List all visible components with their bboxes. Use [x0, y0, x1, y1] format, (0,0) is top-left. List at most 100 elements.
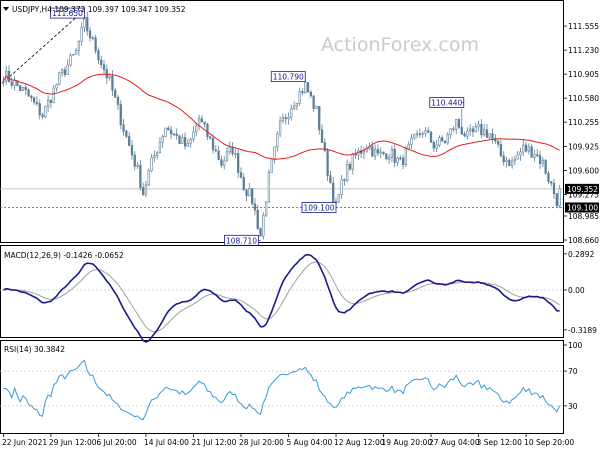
candle-body: [306, 82, 310, 93]
candle-body: [346, 164, 349, 181]
macd-signal-line: [3, 261, 560, 333]
price-tick-label: 111.230: [568, 46, 599, 55]
candle-body: [379, 151, 382, 154]
candle-body: [175, 133, 178, 137]
candle-body: [446, 134, 449, 144]
candle-body: [435, 144, 438, 149]
candle-body: [189, 138, 192, 144]
candle-body: [301, 91, 304, 94]
candle-body: [228, 146, 231, 153]
candle-body: [385, 153, 388, 160]
candle-body: [262, 214, 265, 237]
candle-body: [555, 193, 558, 207]
candle-body: [550, 181, 553, 184]
candle-body: [276, 133, 279, 148]
candle-body: [211, 137, 215, 151]
candle-body: [172, 133, 176, 136]
candle-body: [74, 50, 78, 55]
candle-body: [429, 131, 433, 143]
candle-body: [415, 133, 419, 136]
candle-body: [362, 150, 366, 154]
x-tick-label: 14 Jul 04:00: [144, 438, 189, 447]
candle-body: [192, 131, 195, 140]
candle-body: [259, 228, 262, 237]
candle-body: [10, 81, 13, 86]
candle-body: [161, 136, 164, 143]
macd-panel-frame: [0, 245, 564, 338]
macd-tick-label: 0.00: [568, 286, 585, 295]
candle-body: [348, 164, 352, 170]
candle-body: [100, 59, 103, 65]
candle-body: [469, 128, 472, 132]
candle-body: [457, 119, 461, 128]
price-tag: [565, 183, 599, 194]
candle-body: [128, 136, 131, 146]
price-tag-label: 109.352: [567, 185, 598, 194]
candle-body: [30, 95, 33, 99]
candle-body: [281, 117, 285, 122]
candle-body: [144, 184, 148, 195]
candle-body: [119, 104, 122, 125]
candle-body: [155, 152, 159, 156]
candle-body: [351, 153, 354, 170]
candle-body: [153, 155, 156, 158]
macd-line: [3, 253, 560, 343]
candle-body: [505, 159, 508, 163]
candle-body: [114, 90, 117, 98]
candle-body: [508, 159, 511, 167]
candle-body: [220, 159, 223, 166]
candle-body: [494, 138, 497, 142]
candle-body: [544, 159, 547, 174]
candle-body: [312, 95, 315, 109]
candle-body: [38, 103, 41, 116]
candle-body: [533, 154, 536, 158]
dropdown-triangle-icon[interactable]: [3, 7, 9, 11]
candle-body: [323, 142, 326, 151]
candle-body: [491, 133, 494, 139]
macd-title: MACD(12,26,9) -0.1426 -0.0652: [4, 251, 124, 260]
candle-body: [63, 69, 67, 75]
candle-body: [516, 154, 519, 160]
candle-body: [284, 117, 287, 120]
price-annotation-label: 109.100: [303, 203, 334, 212]
x-tick-label: 3 Sep 12:00: [477, 438, 523, 447]
candle-body: [139, 164, 142, 188]
candle-body: [513, 158, 517, 162]
candle-body: [125, 130, 128, 137]
price-tick-label: 111.555: [568, 22, 599, 31]
candle-body: [88, 30, 92, 39]
candle-body: [94, 37, 97, 52]
price-tick-label: 110.255: [568, 118, 599, 127]
rsi-panel-frame: [0, 340, 564, 434]
candle-body: [69, 55, 72, 66]
candle-body: [295, 102, 299, 107]
candle-body: [382, 151, 385, 155]
candle-body: [209, 136, 212, 139]
title-block: USDJPY,H4 109.372 109.397 109.347 109.35…: [3, 5, 186, 14]
candle-body: [217, 150, 220, 160]
price-annotation-label: 108.710: [226, 236, 257, 245]
candle-body: [326, 150, 329, 176]
candle-body: [488, 133, 491, 138]
candle-body: [387, 156, 391, 160]
price-tick-label: 109.925: [568, 143, 599, 152]
price-tick-label: 108.985: [568, 212, 599, 221]
candle-body: [530, 146, 533, 158]
candle-body: [33, 97, 36, 103]
candle-body: [97, 50, 100, 61]
candle-body: [256, 209, 259, 229]
candle-body: [418, 133, 421, 136]
candle-body: [421, 132, 424, 135]
macd-tick-label: 0.2892: [568, 250, 594, 259]
candle-body: [522, 144, 525, 153]
candle-body: [27, 89, 30, 97]
candle-body: [186, 143, 190, 147]
candle-body: [485, 129, 489, 138]
candle-body: [287, 116, 290, 120]
watermark: ActionForex.com: [321, 34, 479, 56]
candle-body: [150, 157, 153, 172]
trend-line: [1, 15, 79, 84]
candle-body: [242, 177, 245, 191]
candle-body: [133, 154, 136, 167]
